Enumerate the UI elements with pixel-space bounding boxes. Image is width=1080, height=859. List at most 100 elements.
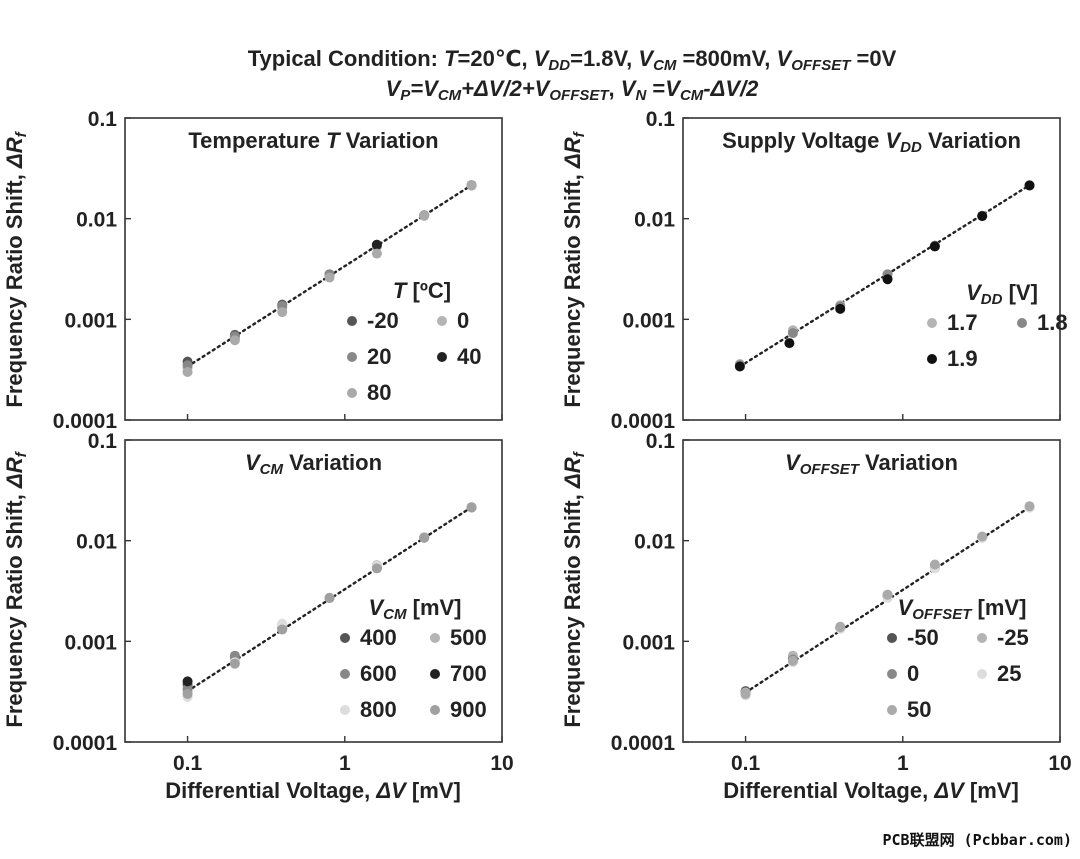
legend-label: 0: [457, 308, 469, 333]
y-tick-label: 0.0001: [611, 410, 676, 433]
text-run: T: [326, 128, 341, 153]
text-run: CM: [680, 87, 704, 104]
legend-entry--20: -20: [347, 308, 399, 333]
text-run: =: [410, 76, 423, 101]
panel-title: Temperature T Variation: [188, 128, 438, 153]
text-run: CM: [653, 57, 677, 74]
text-run: V: [368, 595, 385, 620]
text-run: Supply Voltage: [722, 128, 885, 153]
data-point: [419, 532, 430, 543]
legend-marker: [927, 318, 937, 328]
text-run: DD: [548, 57, 570, 74]
legend-entry--25: -25: [977, 625, 1029, 650]
legend-marker: [340, 705, 350, 715]
x-tick-label: 0.1: [731, 752, 761, 775]
text-run: V: [665, 76, 682, 101]
text-run: /2: [739, 76, 759, 101]
legend-marker: [347, 352, 357, 362]
y-tick-label: 0.01: [634, 531, 675, 554]
text-run: [V]: [1002, 280, 1037, 305]
legend-title: T [ºC]: [393, 278, 451, 303]
text-run: V: [885, 128, 902, 153]
x-tick-label: 10: [490, 752, 513, 775]
text-run: -: [703, 76, 710, 101]
text-run: P: [400, 87, 411, 104]
data-point: [371, 239, 382, 250]
legend-entry-20: 20: [347, 344, 391, 369]
x-axis-label: Differential Voltage, ΔV [mV]: [723, 778, 1019, 803]
y-tick-label: 0.1: [646, 430, 676, 453]
text-run: =: [646, 76, 665, 101]
y-tick-label: 0.0001: [53, 732, 118, 755]
series-50: [740, 501, 1035, 699]
text-run: OFFSET: [549, 87, 610, 104]
legend-title: VDD [V]: [966, 280, 1038, 308]
data-point: [324, 592, 335, 603]
legend-marker: [430, 633, 440, 643]
legend-entry-400: 400: [340, 625, 397, 650]
data-point: [740, 688, 751, 699]
legend-marker: [347, 388, 357, 398]
data-point: [371, 563, 382, 574]
text-run: Temperature: [188, 128, 326, 153]
legend-marker: [977, 669, 987, 679]
legend-label: -20: [367, 308, 399, 333]
text-run: Variation: [283, 450, 382, 475]
watermark: PCB联盟网 (Pcbbar.com): [882, 831, 1073, 849]
text-run: OFFSET: [912, 606, 973, 623]
text-run: Variation: [922, 128, 1021, 153]
x-tick-label: 0.1: [173, 752, 203, 775]
text-run: [ºC]: [406, 278, 451, 303]
text-run: ΔV: [375, 778, 408, 803]
legend-marker: [887, 705, 897, 715]
data-point: [787, 328, 798, 339]
text-run: N: [635, 87, 647, 104]
y-tick-label: 0.01: [634, 209, 675, 232]
plot-frame: [682, 439, 1061, 743]
y-tick-label: 0.001: [622, 309, 675, 332]
data-point: [977, 531, 988, 542]
legend-label: -50: [907, 625, 939, 650]
text-run: Variation: [340, 128, 439, 153]
y-tick-label: 0.001: [622, 631, 675, 654]
legend-entry-1.8: 1.8: [1017, 310, 1068, 335]
data-point: [229, 658, 240, 669]
text-run: ΔR: [560, 137, 585, 169]
text-run: CM: [260, 461, 284, 478]
data-point: [182, 688, 193, 699]
text-run: V: [966, 280, 983, 305]
data-point: [229, 335, 240, 346]
data-point: [371, 248, 382, 259]
text-run: ΔR: [560, 457, 585, 489]
series-900: [182, 502, 477, 699]
y-tick-label: 0.0001: [53, 410, 118, 433]
text-run: Frequency Ratio Shift,: [560, 488, 585, 728]
x-tick-label: 1: [897, 752, 909, 775]
legend-entry-50: 50: [887, 697, 931, 722]
y-tick-label: 0.01: [76, 531, 117, 554]
data-point: [784, 338, 795, 349]
text-run: Frequency Ratio Shift,: [2, 168, 27, 408]
legend-marker: [927, 354, 937, 364]
legend-marker: [1017, 318, 1027, 328]
legend-entry-25: 25: [977, 661, 1021, 686]
data-point: [419, 210, 430, 221]
panel-title: Supply Voltage VDD Variation: [722, 128, 1021, 156]
text-run: =1.8V,: [570, 46, 638, 71]
data-point: [734, 361, 745, 372]
legend-label: 0: [907, 661, 919, 686]
text-run: =0V: [850, 46, 896, 71]
text-run: DD: [900, 139, 922, 156]
legend-marker: [430, 705, 440, 715]
data-point: [182, 676, 193, 687]
text-run: DD: [981, 291, 1003, 308]
legend-entry-1.7: 1.7: [927, 310, 978, 335]
series-700: [182, 676, 193, 687]
text-run: Typical Condition:: [248, 46, 444, 71]
legend-title: VCM [mV]: [368, 595, 461, 623]
y-tick-label: 0.1: [88, 108, 118, 131]
y-axis-label: Frequency Ratio Shift, ΔRf: [560, 130, 588, 407]
legend-label: 400: [360, 625, 397, 650]
